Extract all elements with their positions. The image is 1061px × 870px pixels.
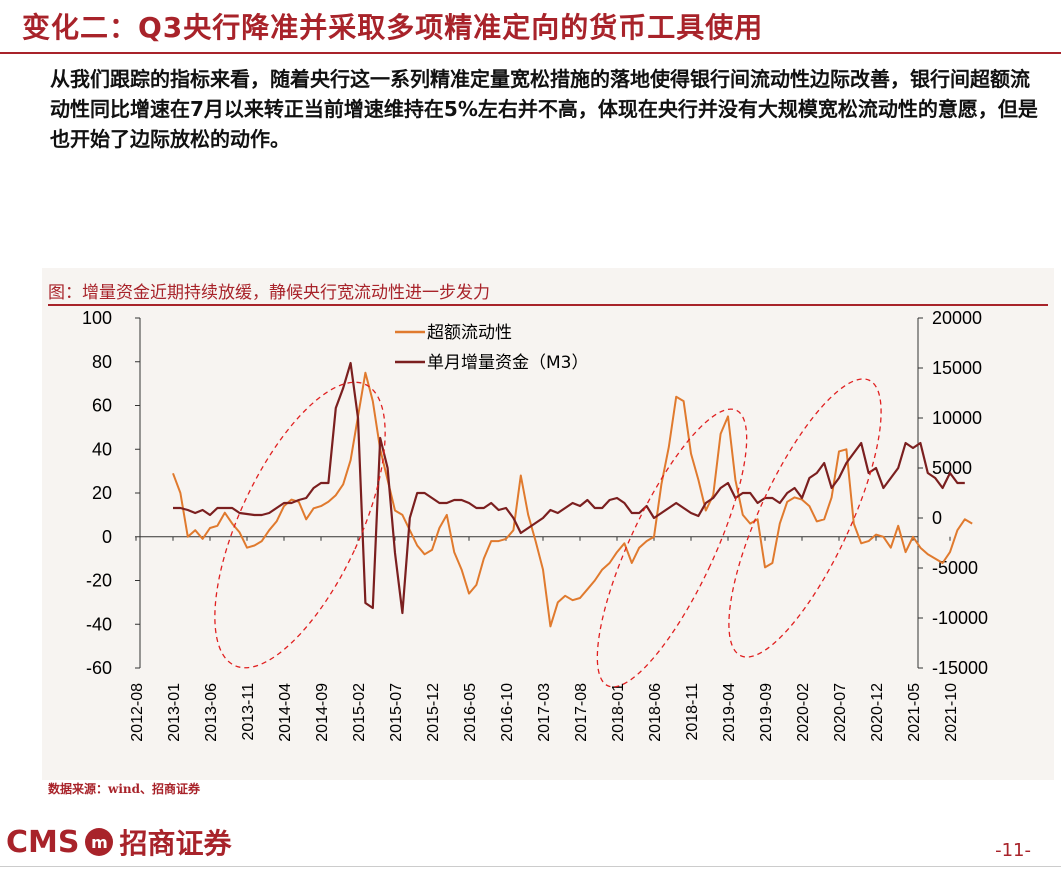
left-tick-label: 60 — [92, 396, 112, 416]
left-tick-label: 40 — [92, 439, 112, 459]
x-tick-label: 2015-12 — [425, 683, 442, 742]
x-tick-label: 2015-07 — [388, 683, 405, 742]
x-tick-label: 2018-11 — [684, 683, 701, 741]
x-tick-label: 2013-06 — [203, 683, 220, 742]
x-tick-label: 2021-10 — [943, 683, 960, 742]
x-tick-label: 2019-09 — [758, 683, 775, 742]
chart-background — [42, 268, 1054, 780]
x-tick-label: 2019-04 — [721, 683, 738, 742]
annotation-ellipse — [214, 381, 386, 669]
x-tick-label: 2014-04 — [277, 683, 294, 742]
x-tick-label: 2017-08 — [573, 683, 590, 742]
x-tick-label: 2013-01 — [166, 683, 183, 742]
company-logo: CMS m 招商证券 — [6, 822, 232, 862]
right-tick-label: 15000 — [932, 358, 982, 378]
x-tick-label: 2018-01 — [610, 683, 627, 742]
chart-caption: 图：增量资金近期持续放缓，静候央行宽流动性进一步发力 — [48, 283, 490, 303]
x-tick-label: 2016-05 — [462, 683, 479, 742]
left-tick-label: -20 — [86, 571, 112, 591]
right-tick-label: 20000 — [932, 308, 982, 328]
x-tick-label: 2020-07 — [832, 683, 849, 742]
annotation-ellipse — [728, 378, 882, 658]
right-tick-label: 5000 — [932, 458, 972, 478]
data-source: 数据来源：wind、招商证券 — [48, 782, 201, 796]
title-divider — [0, 52, 1061, 54]
logo-text-cn: 招商证券 — [119, 827, 232, 860]
left-tick-label: 0 — [102, 527, 112, 547]
series-m3-increment-line — [173, 361, 965, 615]
x-tick-label: 2012-08 — [129, 683, 146, 742]
right-tick-label: -10000 — [932, 608, 988, 628]
right-tick-label: 0 — [932, 508, 942, 528]
x-tick-label: 2018-06 — [647, 683, 664, 742]
x-tick-label: 2015-02 — [351, 683, 368, 742]
legend-label: 单月增量资金（M3） — [427, 353, 588, 373]
right-tick-label: 10000 — [932, 408, 982, 428]
left-tick-label: -40 — [86, 614, 112, 634]
logo-text-cms: CMS — [6, 824, 80, 860]
page-title: 变化二：Q3央行降准并采取多项精准定向的货币工具使用 — [22, 11, 764, 44]
body-paragraph: 从我们跟踪的指标来看，随着央行这一系列精准定量宽松措施的落地使得银行间流动性边际… — [50, 67, 1038, 151]
chart-caption-divider — [48, 304, 1048, 306]
right-tick-label: -15000 — [932, 658, 988, 678]
x-tick-label: 2014-09 — [314, 683, 331, 742]
x-tick-label: 2013-11 — [240, 683, 257, 741]
left-tick-label: 80 — [92, 352, 112, 372]
footer-divider — [0, 866, 1061, 867]
x-tick-label: 2020-02 — [795, 683, 812, 742]
annotation-ellipse — [596, 408, 748, 688]
x-tick-label: 2017-03 — [536, 683, 553, 742]
series-excess-liquidity-line — [172, 371, 973, 628]
left-tick-label: 100 — [82, 308, 112, 328]
legend-label: 超额流动性 — [427, 323, 512, 343]
left-tick-label: -60 — [86, 658, 112, 678]
left-tick-label: 20 — [92, 483, 112, 503]
logo-mark-icon: m — [85, 828, 114, 856]
x-tick-label: 2021-05 — [906, 683, 923, 742]
x-tick-label: 2016-10 — [499, 683, 516, 742]
page-number: -11- — [995, 840, 1031, 861]
x-tick-label: 2020-12 — [869, 683, 886, 742]
